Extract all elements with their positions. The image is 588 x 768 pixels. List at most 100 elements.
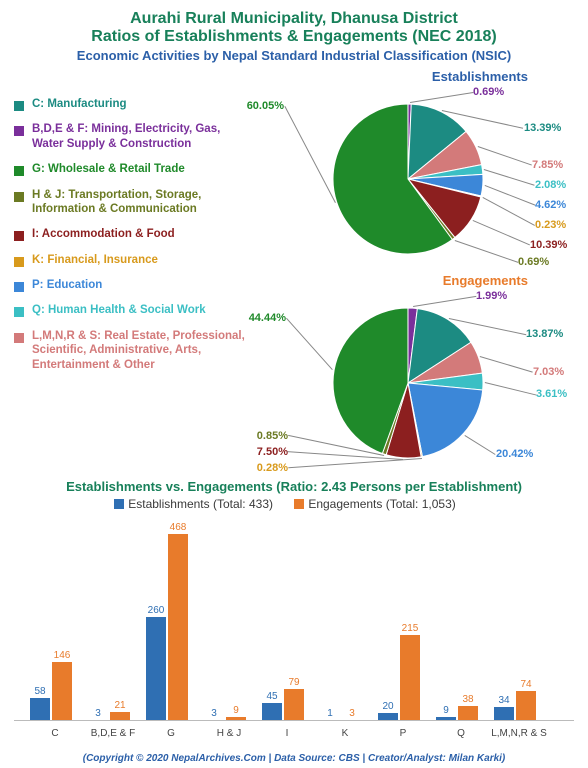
- bar-est: [262, 703, 282, 721]
- bar-est: [146, 617, 166, 721]
- pie-est-heading: Establishments: [248, 69, 588, 84]
- legend-swatch: [14, 282, 24, 292]
- title-line1: Aurahi Rural Municipality, Dhanusa Distr…: [0, 0, 588, 28]
- legend-swatch: [14, 307, 24, 317]
- bar-eng: [52, 662, 72, 720]
- legend-item: H & J: Transportation, Storage, Informat…: [14, 188, 248, 217]
- pie-est-wrap: 0.69% 13.39% 7.85% 2.08% 4.62% 0.23% 10.39% 0.6…: [248, 84, 588, 269]
- bar-category-label: I: [256, 728, 318, 739]
- bar-legend-eng-text: Engagements (Total: 1,053): [308, 497, 455, 511]
- bar-eng: [458, 706, 478, 721]
- pie-pct-label: 2.08%: [535, 179, 566, 191]
- bar-legend: Establishments (Total: 433) Engagements …: [0, 496, 588, 511]
- pie-pct-label: 10.39%: [530, 239, 567, 251]
- bar-category-label: K: [314, 728, 376, 739]
- bar-eng-value: 215: [398, 623, 422, 634]
- pie-pct-label: 7.85%: [532, 159, 563, 171]
- pies-column: Establishments 0.69% 13.39% 7.85% 2.08% 4.62…: [248, 67, 588, 473]
- subtitle: Economic Activities by Nepal Standard In…: [0, 48, 588, 63]
- legend-label: C: Manufacturing: [32, 97, 127, 111]
- legend-label: H & J: Transportation, Storage, Informat…: [32, 188, 248, 217]
- bar-category-label: L,M,N,R & S: [488, 728, 550, 739]
- pie-pct-label: 13.39%: [524, 122, 561, 134]
- bar-eng-value: 38: [456, 694, 480, 705]
- title-line2: Ratios of Establishments & Engagements (…: [0, 28, 588, 46]
- bar-eng: [516, 691, 536, 721]
- bar-est-value: 45: [260, 691, 284, 702]
- bar-eng: [168, 534, 188, 721]
- pie-pct-label: 3.61%: [536, 388, 567, 400]
- legend-item: Q: Human Health & Social Work: [14, 303, 248, 317]
- pie-pct-label: 7.03%: [533, 366, 564, 378]
- bar-est-value: 9: [434, 705, 458, 716]
- bar-category-label: H & J: [198, 728, 260, 739]
- pie-pct-label: 7.50%: [257, 446, 288, 458]
- pie-pct-label: 0.28%: [257, 462, 288, 474]
- pie-pct-label: 0.69%: [473, 86, 504, 98]
- legend-column: C: Manufacturing B,D,E & F: Mining, Elect…: [0, 67, 248, 473]
- legend-item: C: Manufacturing: [14, 97, 248, 111]
- legend-label: G: Wholesale & Retail Trade: [32, 162, 185, 176]
- bar-category-label: G: [140, 728, 202, 739]
- pie-pct-label: 0.69%: [518, 256, 549, 268]
- legend-label: P: Education: [32, 278, 102, 292]
- bar-eng-value: 21: [108, 700, 132, 711]
- bar-category-label: P: [372, 728, 434, 739]
- bar-eng-value: 146: [50, 650, 74, 661]
- bar-eng: [400, 635, 420, 721]
- legend-swatch: [14, 101, 24, 111]
- pie-pct-label: 0.23%: [535, 219, 566, 231]
- legend-label: Q: Human Health & Social Work: [32, 303, 206, 317]
- legend-label: L,M,N,R & S: Real Estate, Professional, …: [32, 329, 248, 372]
- bar-legend-eng-swatch: [294, 499, 304, 509]
- legend-label: B,D,E & F: Mining, Electricity, Gas, Wat…: [32, 122, 248, 151]
- bar-eng-value: 79: [282, 677, 306, 688]
- pie-eng-heading: Engagements: [248, 273, 588, 288]
- bar-category-label: C: [24, 728, 86, 739]
- pie-pct-label: 1.99%: [476, 290, 507, 302]
- legend-item: L,M,N,R & S: Real Estate, Professional, …: [14, 329, 248, 372]
- pie-pct-label: 44.44%: [249, 312, 286, 324]
- bar-eng-value: 9: [224, 705, 248, 716]
- legend-item: I: Accommodation & Food: [14, 227, 248, 241]
- legend-label: K: Financial, Insurance: [32, 253, 158, 267]
- legend-swatch: [14, 257, 24, 267]
- bar-legend-est-text: Establishments (Total: 433): [128, 497, 273, 511]
- bar-eng-value: 74: [514, 679, 538, 690]
- legend-swatch: [14, 333, 24, 343]
- legend-item: G: Wholesale & Retail Trade: [14, 162, 248, 176]
- pie-eng-wrap: 1.99% 13.87% 7.03% 3.61% 20.42% 0.28% 7.50% 0.8…: [248, 288, 588, 473]
- bar-title: Establishments vs. Engagements (Ratio: 2…: [0, 479, 588, 494]
- footer-credit: (Copyright © 2020 NepalArchives.Com | Da…: [0, 753, 588, 764]
- bar-category-label: Q: [430, 728, 492, 739]
- bar-category-label: B,D,E & F: [82, 728, 144, 739]
- bar-est-value: 3: [202, 708, 226, 719]
- legend-item: P: Education: [14, 278, 248, 292]
- legend-swatch: [14, 192, 24, 202]
- legend-item: K: Financial, Insurance: [14, 253, 248, 267]
- bar-est-value: 34: [492, 695, 516, 706]
- bar-est-value: 1: [318, 708, 342, 719]
- bar-est-value: 58: [28, 686, 52, 697]
- legend-swatch: [14, 166, 24, 176]
- pie-pct-label: 0.85%: [257, 430, 288, 442]
- pie-pct-label: 20.42%: [496, 448, 533, 460]
- bar-baseline: [14, 720, 574, 721]
- legend-swatch: [14, 126, 24, 136]
- pie-pct-label: 4.62%: [535, 199, 566, 211]
- upper-section: C: Manufacturing B,D,E & F: Mining, Elect…: [0, 67, 588, 473]
- legend-swatch: [14, 231, 24, 241]
- bar-est-value: 3: [86, 708, 110, 719]
- bar-est: [30, 698, 50, 721]
- bar-est-value: 20: [376, 701, 400, 712]
- bar-est: [494, 707, 514, 721]
- bar-est-value: 260: [144, 605, 168, 616]
- pie-pct-label: 60.05%: [247, 100, 284, 112]
- bar-eng-value: 3: [340, 708, 364, 719]
- bar-chart: 58146C321B,D,E & F260468G39H & J4579I13K…: [14, 515, 574, 743]
- pie-pct-label: 13.87%: [526, 328, 563, 340]
- legend-item: B,D,E & F: Mining, Electricity, Gas, Wat…: [14, 122, 248, 151]
- bar-eng-value: 468: [166, 522, 190, 533]
- legend-label: I: Accommodation & Food: [32, 227, 175, 241]
- bar-eng: [284, 689, 304, 721]
